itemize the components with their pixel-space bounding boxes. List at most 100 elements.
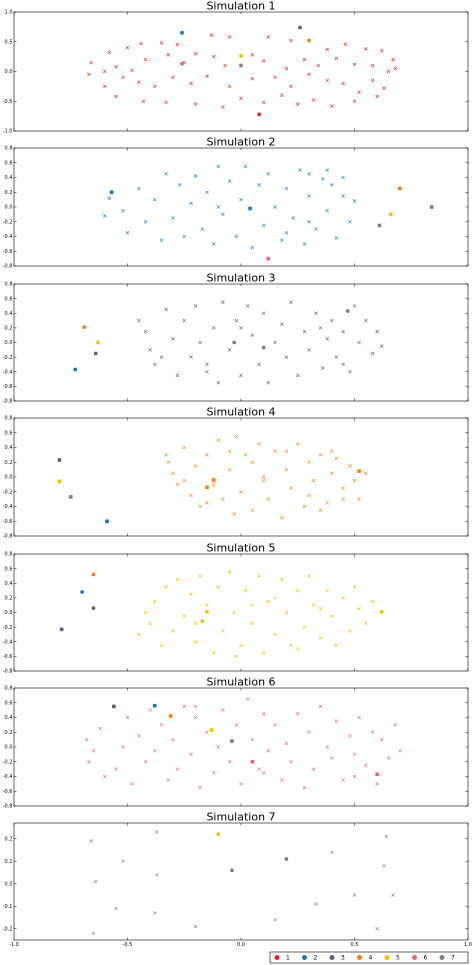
panel-title: Simulation 6 (206, 676, 275, 689)
cross-stroke (143, 610, 148, 615)
data-point-cross (352, 585, 357, 589)
cross-stroke (171, 628, 175, 633)
cross-stroke (320, 177, 325, 181)
cross-stroke (352, 99, 357, 104)
data-point-cross (171, 75, 175, 80)
cross-stroke (370, 351, 375, 356)
cross-stroke (375, 926, 380, 931)
y-tick-label: 0.8 (5, 552, 13, 558)
data-point-cross (234, 234, 239, 239)
cross-stroke (189, 81, 193, 86)
data-point-cross (382, 863, 386, 868)
cross-stroke (216, 438, 221, 442)
y-tick-label: 0.4 (5, 581, 13, 587)
cross-stroke (261, 223, 266, 228)
cross-stroke (284, 66, 289, 71)
legend-marker-1 (274, 955, 280, 960)
cross-stroke (239, 782, 243, 786)
data-point-cross (261, 311, 266, 316)
data-point-cross (261, 771, 266, 775)
cross-stroke (243, 453, 248, 457)
data-point-cross (375, 94, 380, 99)
data-point-cross (280, 322, 284, 327)
data-point-cross (295, 102, 300, 107)
cross-stroke (175, 42, 180, 47)
data-point-cross (261, 478, 266, 483)
data-point-cross (137, 318, 141, 323)
data-point-cross (325, 47, 330, 52)
y-tick-label: -0.1 (3, 904, 13, 910)
data-point-cross (121, 75, 125, 80)
data-point-cross (284, 186, 289, 191)
plot-frame (13, 147, 469, 267)
data-point-cross (273, 632, 277, 637)
cross-stroke (114, 767, 118, 771)
y-tick-label: 0.8 (5, 146, 13, 152)
data-point-cross (329, 104, 334, 108)
y-tick-label: 0.6 (5, 566, 13, 572)
data-point-cross (261, 100, 266, 105)
data-point-cross (257, 362, 261, 367)
data-point-cross (171, 216, 175, 220)
cross-stroke (334, 456, 339, 461)
data-point-cross (205, 603, 209, 607)
cross-stroke (311, 98, 316, 102)
data-point-cross (164, 100, 168, 105)
cross-stroke (348, 369, 352, 374)
cross-stroke (250, 333, 255, 337)
data-point-group-4 (307, 38, 311, 43)
cross-stroke (325, 501, 330, 505)
data-point-cross (311, 478, 316, 483)
cross-stroke (325, 78, 330, 83)
cross-stroke (280, 238, 284, 242)
data-point-cross (209, 33, 214, 38)
data-point-cross (307, 72, 311, 77)
cross-stroke (289, 486, 293, 490)
cross-stroke (307, 348, 311, 352)
data-point-cross (334, 236, 339, 240)
cross-stroke (302, 785, 307, 790)
data-point-cross (152, 748, 157, 753)
cross-stroke (352, 199, 357, 203)
data-point-cross (159, 355, 164, 359)
data-point-cross (205, 501, 209, 505)
y-tick-label: 0.0 (5, 69, 13, 75)
y-tick-label: -0.6 (3, 789, 13, 795)
x-tick-label: 1.0 (464, 942, 472, 948)
cross-stroke (159, 355, 164, 359)
cross-stroke (171, 216, 175, 220)
data-point-cross (193, 924, 198, 929)
data-point-cross (307, 493, 311, 498)
data-point-cross (295, 647, 300, 651)
data-point-cross (211, 326, 216, 330)
data-point-cross (250, 737, 255, 742)
cross-stroke (164, 100, 168, 105)
data-point-cross (114, 767, 118, 771)
data-point-cross (182, 614, 187, 618)
data-point-cross (334, 719, 339, 723)
data-point-cross (152, 362, 157, 367)
cross-stroke (273, 205, 277, 209)
cross-stroke (348, 464, 352, 468)
data-point-cross (334, 355, 339, 359)
cross-stroke (137, 734, 141, 738)
legend-label-7: 7 (451, 955, 455, 962)
data-point-cross (289, 38, 293, 43)
cross-stroke (234, 723, 239, 727)
data-point-cross (205, 730, 209, 735)
data-point-cross (318, 508, 323, 512)
data-point-cross (280, 778, 284, 782)
data-point-group-7 (377, 223, 382, 228)
data-point-cross (216, 745, 221, 749)
data-point-cross (280, 515, 284, 520)
data-point-group-6 (250, 759, 255, 764)
cross-stroke (341, 362, 345, 367)
data-point-cross (289, 759, 293, 764)
panel-title: Simulation 5 (206, 542, 275, 555)
cross-stroke (198, 785, 202, 790)
data-point-cross (87, 72, 91, 77)
data-point-cross (243, 588, 248, 593)
data-point-cross (164, 307, 168, 312)
cross-stroke (130, 68, 134, 73)
y-tick-label: -0.2 (3, 355, 13, 361)
